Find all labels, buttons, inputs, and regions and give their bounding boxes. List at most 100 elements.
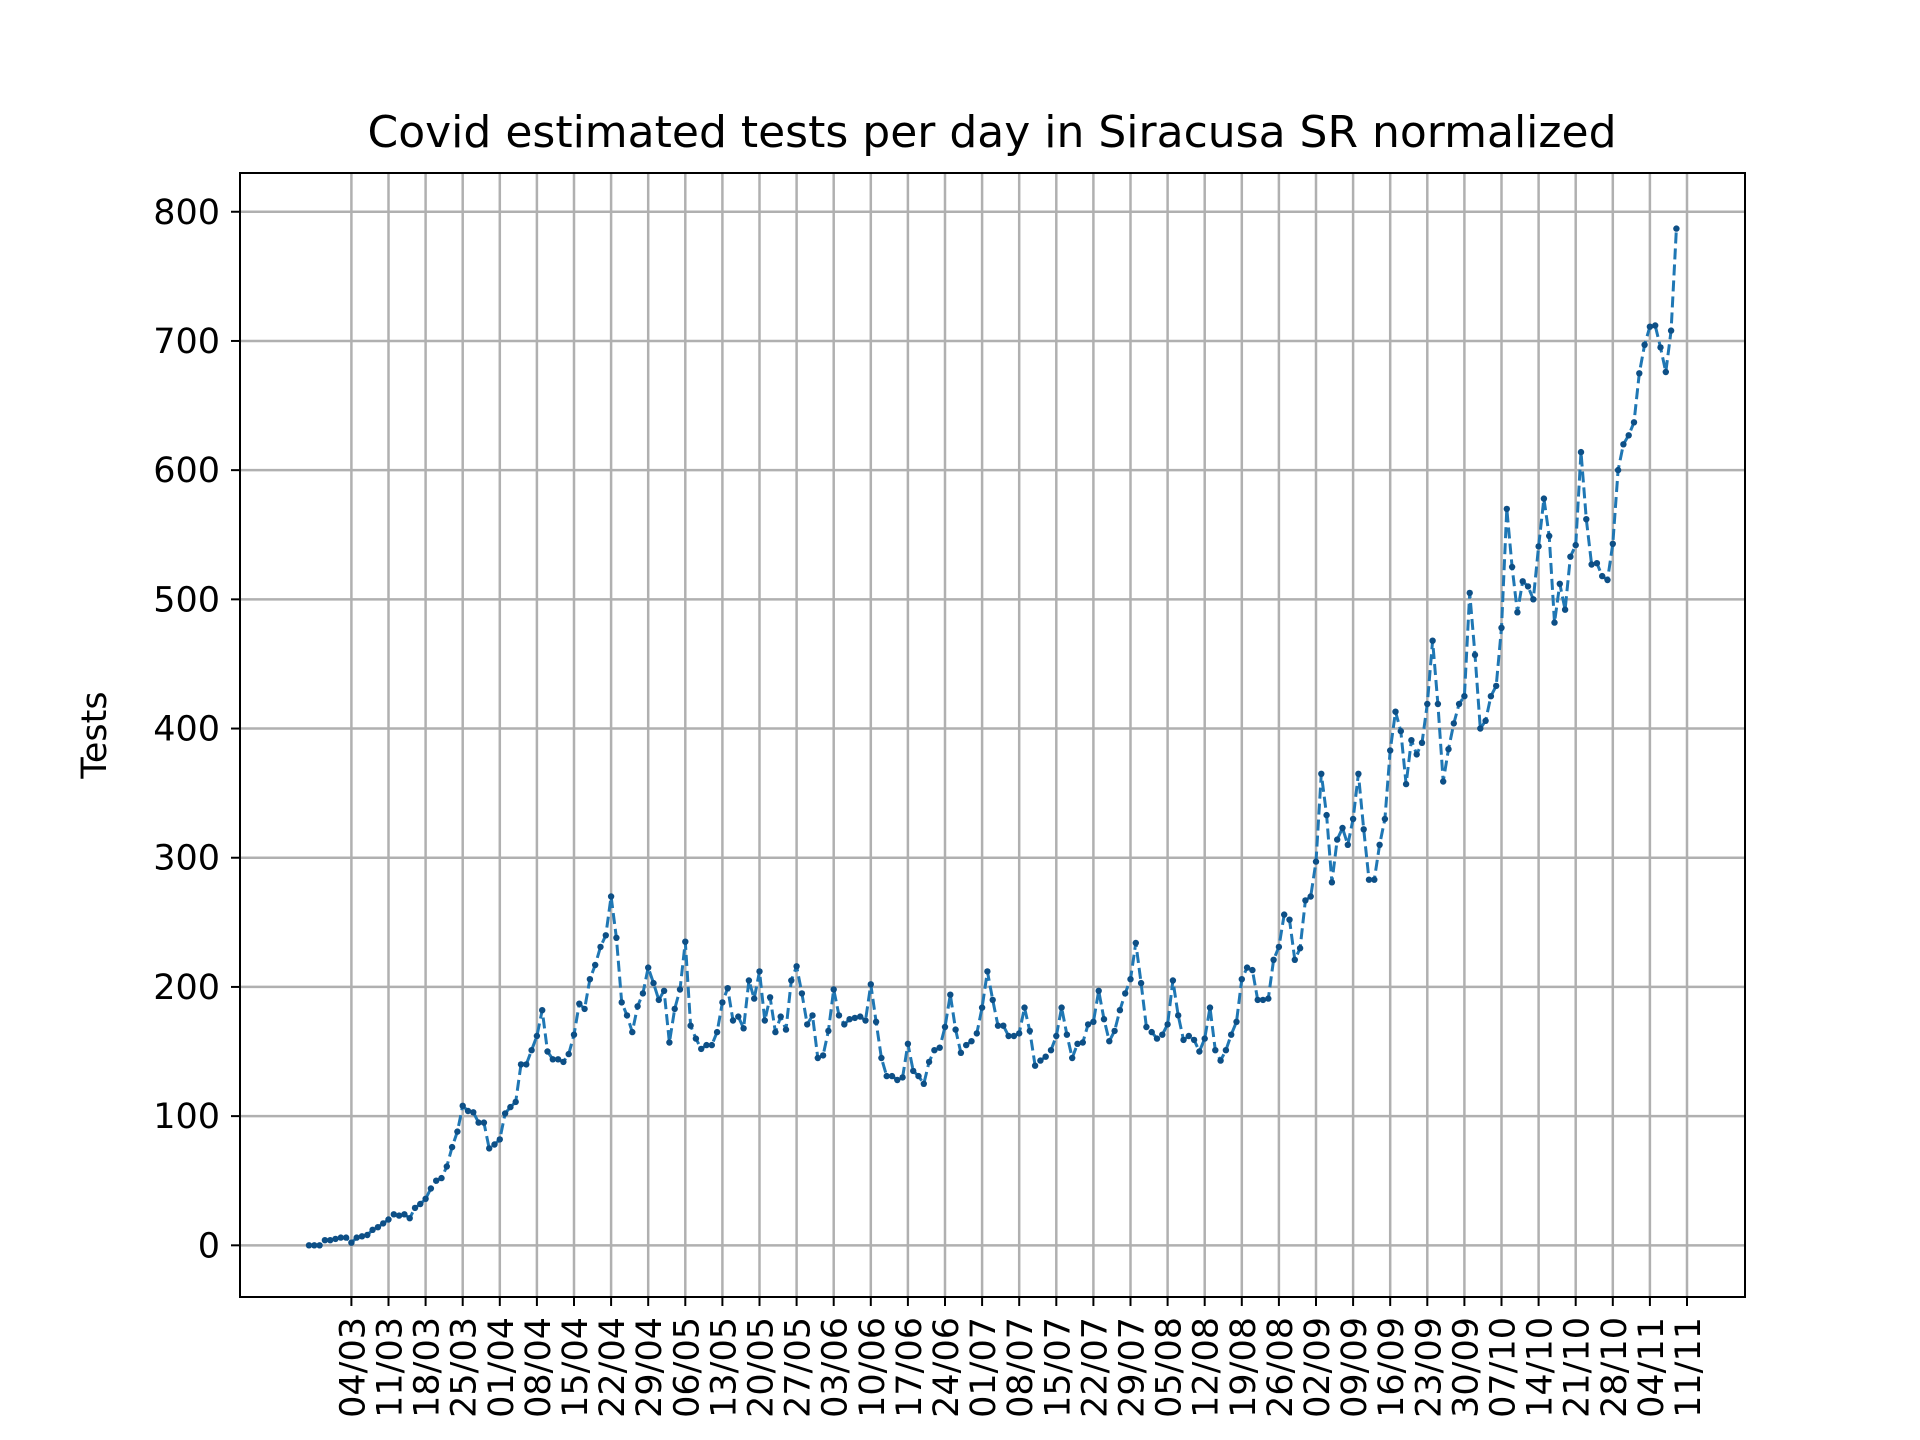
data-point bbox=[761, 1017, 768, 1024]
data-point bbox=[1614, 466, 1622, 474]
data-point bbox=[607, 893, 615, 900]
series-layer bbox=[305, 225, 1680, 1249]
data-point bbox=[1402, 780, 1410, 788]
x-tick-label: 30/09 bbox=[1446, 1317, 1486, 1418]
data-point bbox=[1153, 1035, 1161, 1042]
data-point bbox=[337, 1234, 344, 1241]
data-point bbox=[507, 1103, 514, 1111]
data-point bbox=[1122, 990, 1129, 997]
data-point bbox=[899, 1074, 906, 1081]
data-point bbox=[1556, 580, 1564, 587]
data-point bbox=[1302, 897, 1309, 904]
x-tick-label: 20/05 bbox=[742, 1317, 782, 1418]
data-point bbox=[1111, 1027, 1118, 1035]
data-point bbox=[1646, 323, 1654, 330]
data-point bbox=[576, 1000, 583, 1007]
data-point bbox=[459, 1102, 466, 1110]
data-point bbox=[332, 1235, 339, 1243]
y-tick-label: 300 bbox=[153, 839, 220, 879]
data-point bbox=[438, 1174, 445, 1182]
data-point bbox=[687, 1022, 694, 1029]
data-point bbox=[1652, 322, 1659, 329]
data-point bbox=[947, 991, 954, 998]
data-point bbox=[1535, 543, 1542, 550]
data-point bbox=[941, 1023, 949, 1031]
data-point bbox=[1265, 995, 1272, 1002]
data-point bbox=[1254, 996, 1261, 1004]
data-point bbox=[1418, 739, 1426, 746]
data-point bbox=[321, 1237, 329, 1244]
data-point bbox=[1074, 1040, 1081, 1048]
x-tick-label: 11/03 bbox=[371, 1317, 411, 1418]
data-point bbox=[411, 1204, 419, 1212]
x-tick-label: 04/11 bbox=[1632, 1317, 1672, 1418]
data-point bbox=[1434, 700, 1442, 708]
data-point bbox=[427, 1185, 435, 1192]
data-point bbox=[766, 994, 774, 1001]
data-point bbox=[872, 1018, 880, 1025]
data-point bbox=[1318, 770, 1325, 777]
data-point bbox=[719, 999, 726, 1006]
data-point bbox=[1042, 1053, 1049, 1060]
x-tick-label: 03/06 bbox=[816, 1317, 856, 1418]
y-tick-label: 700 bbox=[153, 322, 220, 362]
data-point bbox=[952, 1026, 959, 1033]
data-point bbox=[819, 1052, 827, 1059]
data-point bbox=[1397, 727, 1405, 735]
data-point bbox=[1514, 609, 1521, 616]
data-point bbox=[1567, 553, 1574, 560]
x-tick-label: 02/09 bbox=[1298, 1317, 1338, 1418]
data-point bbox=[1016, 1030, 1023, 1037]
data-point bbox=[1159, 1031, 1166, 1038]
data-point bbox=[417, 1200, 424, 1208]
data-point bbox=[925, 1058, 933, 1066]
data-point bbox=[348, 1239, 355, 1246]
data-point bbox=[1259, 996, 1267, 1004]
data-point bbox=[1222, 1047, 1230, 1054]
data-point bbox=[867, 981, 874, 988]
data-point bbox=[671, 1005, 678, 1013]
data-point bbox=[342, 1234, 350, 1241]
data-point bbox=[846, 1016, 853, 1023]
data-point bbox=[443, 1163, 450, 1170]
data-point bbox=[1339, 824, 1346, 832]
data-point bbox=[713, 1028, 721, 1036]
data-point bbox=[984, 968, 991, 975]
plot-frame bbox=[239, 172, 1746, 1298]
data-point bbox=[1190, 1036, 1198, 1044]
data-point bbox=[931, 1047, 938, 1054]
x-tick-label: 23/09 bbox=[1409, 1317, 1449, 1418]
data-point bbox=[433, 1177, 440, 1184]
data-point bbox=[390, 1211, 397, 1218]
data-point bbox=[1625, 432, 1632, 439]
data-point bbox=[454, 1128, 461, 1135]
x-tick-label: 08/07 bbox=[1001, 1317, 1041, 1418]
data-point bbox=[1662, 368, 1670, 376]
data-point bbox=[618, 999, 625, 1006]
x-tick-label: 24/06 bbox=[927, 1317, 967, 1418]
data-point bbox=[1334, 836, 1341, 843]
x-tick-label: 19/08 bbox=[1224, 1317, 1264, 1418]
data-point bbox=[358, 1233, 366, 1240]
data-point bbox=[814, 1054, 821, 1062]
x-tick-label: 09/09 bbox=[1335, 1317, 1375, 1418]
data-point bbox=[1561, 606, 1569, 613]
data-point bbox=[735, 1013, 742, 1020]
x-axis: 04/0311/0318/0325/0301/0408/0415/0422/04… bbox=[333, 1297, 1709, 1418]
x-tick-label: 18/03 bbox=[408, 1317, 448, 1418]
data-point bbox=[968, 1038, 975, 1045]
data-point bbox=[1620, 441, 1627, 448]
y-tick-label: 0 bbox=[198, 1226, 220, 1266]
data-point bbox=[1069, 1054, 1076, 1062]
data-point bbox=[1630, 419, 1638, 426]
data-point bbox=[1026, 1027, 1034, 1035]
data-point bbox=[1031, 1062, 1039, 1069]
data-point bbox=[581, 1005, 588, 1013]
data-point bbox=[1641, 341, 1648, 348]
data-point bbox=[380, 1220, 387, 1227]
data-point bbox=[1005, 1032, 1012, 1040]
data-point bbox=[1508, 563, 1516, 571]
data-point bbox=[650, 979, 657, 987]
data-point bbox=[1466, 589, 1473, 597]
data-point bbox=[1079, 1039, 1087, 1046]
